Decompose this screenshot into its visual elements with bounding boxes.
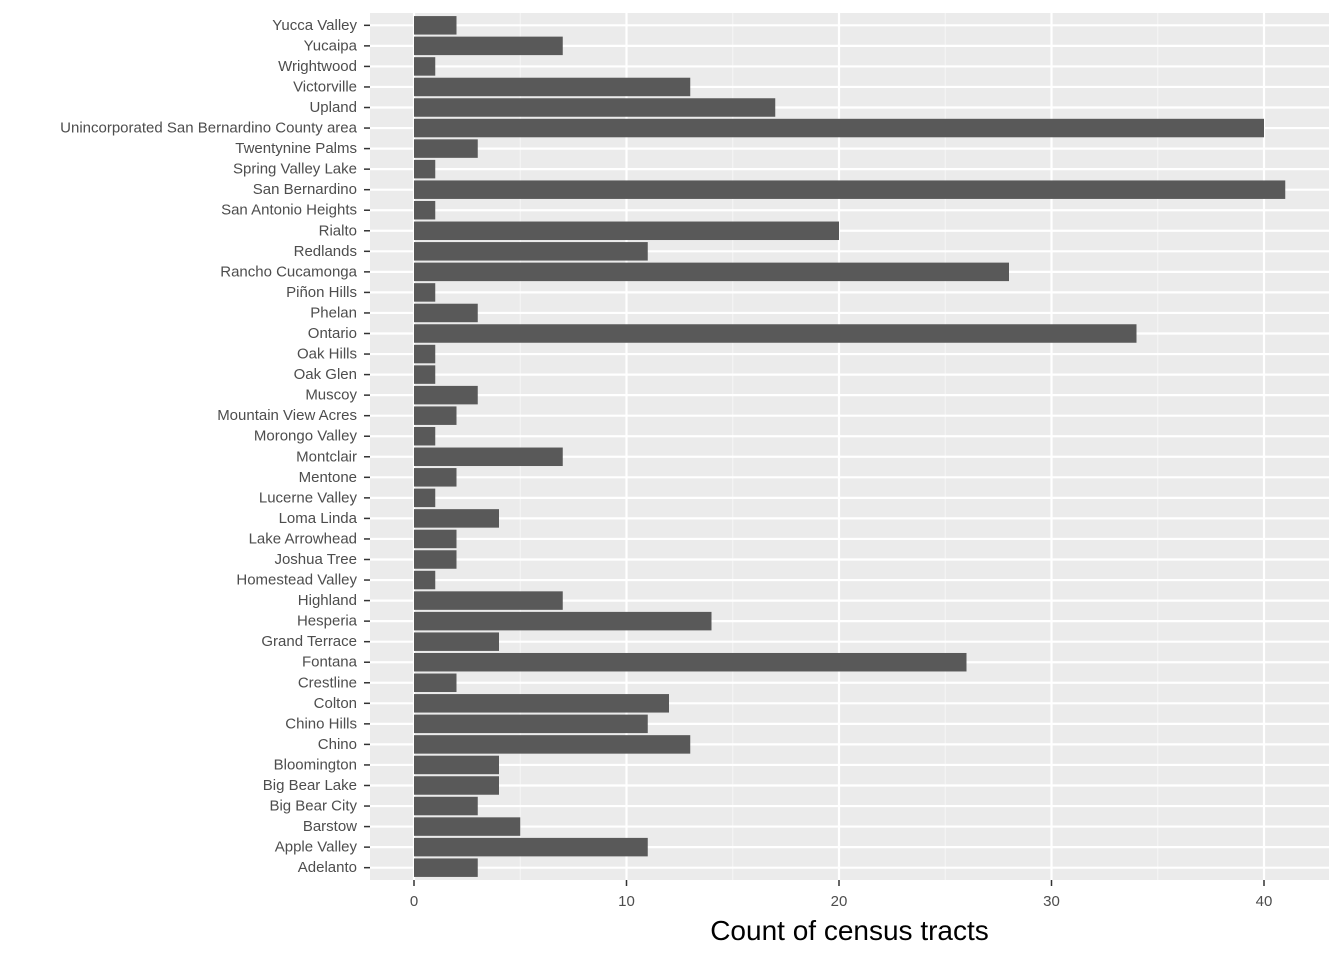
bar <box>414 529 457 549</box>
bar <box>414 159 436 179</box>
y-tick-label: Mentone <box>299 469 357 486</box>
bar <box>414 98 776 117</box>
bar <box>414 139 478 158</box>
bar <box>414 509 499 528</box>
bar <box>414 570 436 590</box>
y-tick-label: Chino Hills <box>285 715 357 732</box>
bar <box>414 406 457 425</box>
y-tick-label: Big Bear City <box>269 798 357 815</box>
bar <box>414 591 563 610</box>
bar <box>414 714 648 734</box>
bars <box>414 16 1286 877</box>
x-axis: 0 10 20 30 40 <box>410 880 1273 910</box>
y-tick-label: Upland <box>309 99 357 116</box>
y-tick-label: Fontana <box>302 654 358 671</box>
y-tick-label: Grand Terrace <box>261 633 357 650</box>
y-tick-label: Rialto <box>319 222 357 239</box>
y-tick-label: Victorville <box>293 78 357 95</box>
bar <box>414 447 563 467</box>
y-tick-label: Phelan <box>310 304 357 321</box>
y-tick-label: Big Bear Lake <box>263 777 357 794</box>
bar <box>414 488 436 508</box>
x-axis-title: Count of census tracts <box>710 915 989 946</box>
bar <box>414 57 436 76</box>
y-tick-label: Adelanto <box>298 859 357 876</box>
y-tick-label: Morongo Valley <box>254 428 358 445</box>
y-tick-label: Redlands <box>294 243 357 260</box>
bar <box>414 796 478 816</box>
y-tick-label: Oak Glen <box>294 366 357 383</box>
x-tick-label: 20 <box>831 893 848 910</box>
y-tick-label: Loma Linda <box>279 510 358 527</box>
bar <box>414 550 457 569</box>
bar <box>414 242 648 261</box>
y-tick-label: Bloomington <box>274 756 357 773</box>
bar <box>414 200 436 220</box>
y-tick-label: Yucaipa <box>304 37 358 54</box>
y-tick-label: Yucca Valley <box>272 17 357 34</box>
y-tick-label: Joshua Tree <box>274 551 357 568</box>
y-tick-label: Mountain View Acres <box>217 407 357 424</box>
bar <box>414 283 436 302</box>
bar <box>414 365 436 384</box>
bar <box>414 468 457 487</box>
y-tick-label: Hesperia <box>297 613 358 630</box>
y-tick-label: Oak Hills <box>297 346 357 363</box>
bar <box>414 303 478 323</box>
bar <box>414 16 457 35</box>
bar <box>414 694 669 713</box>
bar <box>414 180 1286 199</box>
y-tick-label: Twentynine Palms <box>235 140 357 157</box>
bar <box>414 837 648 857</box>
bar <box>414 611 712 631</box>
bar <box>414 652 967 672</box>
y-tick-label: Lucerne Valley <box>259 489 358 506</box>
y-tick-label: Colton <box>314 695 357 712</box>
y-tick-label: San Bernardino <box>253 181 357 198</box>
bar <box>414 776 499 795</box>
bar <box>414 858 478 877</box>
bar <box>414 324 1137 343</box>
x-tick-label: 40 <box>1256 893 1273 910</box>
y-tick-label: Ontario <box>308 325 357 342</box>
x-tick-label: 30 <box>1043 893 1060 910</box>
y-tick-label: Crestline <box>298 674 357 691</box>
bar <box>414 344 436 364</box>
y-tick-label: Montclair <box>296 448 357 465</box>
y-tick-label: Highland <box>298 592 357 609</box>
bar <box>414 221 839 241</box>
bar <box>414 118 1264 138</box>
y-tick-label: Chino <box>318 736 357 753</box>
y-tick-label: Piñon Hills <box>286 284 357 301</box>
y-tick-label: Rancho Cucamonga <box>220 263 357 280</box>
bar <box>414 755 499 775</box>
y-tick-label: Apple Valley <box>275 839 358 856</box>
y-tick-label: San Antonio Heights <box>221 202 357 219</box>
bar <box>414 632 499 651</box>
bar <box>414 426 436 446</box>
y-tick-label: Unincorporated San Bernardino County are… <box>60 120 358 137</box>
y-tick-label: Spring Valley Lake <box>233 161 357 178</box>
y-tick-label: Lake Arrowhead <box>249 530 357 547</box>
y-tick-label: Homestead Valley <box>236 572 357 589</box>
bar <box>414 385 478 405</box>
y-tick-label: Barstow <box>303 818 357 835</box>
x-tick-label: 10 <box>618 893 635 910</box>
bar <box>414 817 521 836</box>
y-tick-label: Wrightwood <box>278 58 357 75</box>
bar <box>414 735 691 754</box>
bar <box>414 673 457 693</box>
x-tick-label: 0 <box>410 893 418 910</box>
bar <box>414 262 1009 282</box>
y-axis: Adelanto Apple Valley Barstow Big Bear City… <box>60 17 370 876</box>
major-gridlines <box>370 13 1329 880</box>
y-tick-label: Muscoy <box>305 387 357 404</box>
bar <box>414 77 691 97</box>
bar <box>414 36 563 56</box>
